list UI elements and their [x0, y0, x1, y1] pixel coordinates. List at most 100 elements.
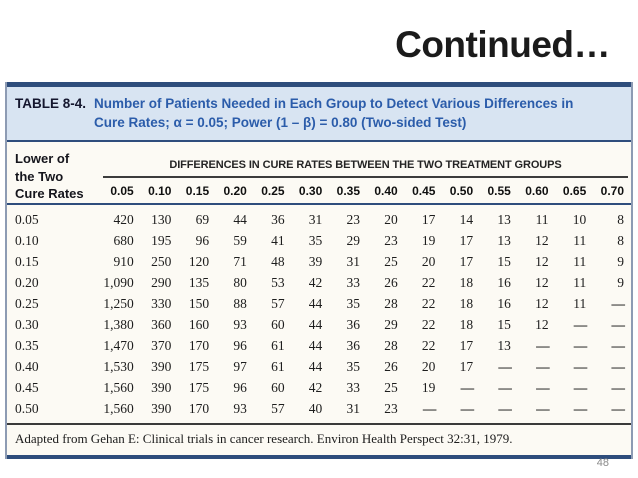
table-cell: —: [573, 401, 587, 417]
table-cell: 39: [308, 254, 323, 270]
table-cell: 53: [271, 275, 285, 291]
table-cell: 60: [271, 380, 285, 396]
table-cell: 19: [421, 380, 436, 396]
table-cell: —: [573, 359, 587, 375]
table-cell: 14: [459, 212, 474, 228]
column-header: 0.35: [336, 183, 360, 198]
table-cell: 96: [233, 380, 247, 396]
table-cell: 20: [421, 359, 436, 375]
table-cell: —: [536, 401, 549, 417]
table-cell: 17: [459, 359, 474, 375]
table-cell: 29: [346, 233, 361, 249]
table-cell: 1,380: [103, 317, 134, 333]
table-cell: 29: [384, 317, 398, 333]
table-row: 0.50 1,560 390 170 93 57 40 31 23 — — — — — —: [7, 399, 631, 420]
column-header: 0.55: [487, 183, 511, 198]
table-cell: 1,090: [103, 275, 134, 291]
table-cell: —: [498, 380, 511, 396]
table-cell: 1,470: [103, 338, 134, 354]
row-label: 0.10: [15, 233, 39, 249]
table-cell: —: [422, 401, 436, 417]
table-bottom-border: [7, 454, 631, 459]
table-cell: 31: [308, 212, 323, 228]
table-header-zone: Lower of the Two Cure Rates DIFFERENCES …: [7, 142, 631, 203]
column-header: 0.20: [223, 183, 247, 198]
table-cell: —: [536, 338, 549, 354]
table-cell: 31: [346, 254, 361, 270]
table-cell: 20: [421, 254, 436, 270]
table-cell: 22: [421, 338, 436, 354]
row-label: 0.50: [15, 401, 39, 417]
row-label: 0.45: [15, 380, 39, 396]
table-row: 0.30 1,380 360 160 93 60 44 36 29 22 18 15 12 — —: [7, 315, 631, 336]
table-cell: 18: [459, 317, 474, 333]
table-cell: 57: [271, 401, 285, 417]
table-cell: 135: [188, 275, 210, 291]
row-label: 0.05: [15, 212, 39, 228]
table-cell: 22: [421, 317, 436, 333]
table-cell: —: [611, 380, 625, 396]
table-cell: 23: [384, 401, 398, 417]
column-header: 0.05: [110, 183, 134, 198]
table-caption: TABLE 8-4. Number of Patients Needed in …: [7, 87, 631, 143]
table-cell: 17: [459, 338, 474, 354]
row-header-line-1: Lower of: [15, 151, 70, 167]
column-header: 0.10: [148, 183, 172, 198]
table-cell: —: [460, 380, 474, 396]
table-cell: —: [498, 359, 511, 375]
table-cell: 150: [188, 296, 210, 312]
table-cell: 330: [151, 296, 172, 312]
table-cell: 420: [113, 212, 134, 228]
table-cell: 10: [572, 212, 587, 228]
table-cell: —: [611, 296, 625, 312]
table-cell: 19: [421, 233, 436, 249]
table-cell: 40: [308, 401, 323, 417]
table-row: 0.10 680 195 96 59 41 35 29 23 19 17 13 12 11 8: [7, 231, 631, 252]
table-cell: 120: [188, 254, 210, 270]
table-cell: 23: [346, 212, 361, 228]
table-cell: —: [611, 338, 625, 354]
table-caption-text: Number of Patients Needed in Each Group …: [94, 94, 573, 132]
table-cell: 11: [573, 275, 587, 291]
table-cell: 61: [271, 338, 285, 354]
table-cell: 93: [233, 317, 247, 333]
table-cell: 28: [384, 296, 398, 312]
table-cell: 96: [195, 233, 210, 249]
table-cell: —: [573, 317, 587, 333]
table-cell: 175: [188, 359, 210, 375]
table-cell: 390: [151, 380, 172, 396]
table-cell: 1,250: [103, 296, 134, 312]
table-cell: 93: [233, 401, 247, 417]
table-cell: 44: [308, 317, 323, 333]
table-cell: —: [611, 317, 625, 333]
table-cell: 170: [188, 338, 210, 354]
row-header-line-3: Cure Rates: [15, 186, 84, 202]
table-cell: 15: [497, 317, 511, 333]
column-header: 0.45: [412, 183, 436, 198]
table-row: 0.20 1,090 290 135 80 53 42 33 26 22 18 16 12 11 9: [7, 273, 631, 294]
table-cell: —: [498, 401, 511, 417]
table-cell: 71: [233, 254, 247, 270]
table-cell: 22: [421, 275, 436, 291]
table-cell: 130: [151, 212, 172, 228]
table-cell: 680: [113, 233, 134, 249]
table-cell: 80: [233, 275, 247, 291]
table-cell: 35: [308, 233, 323, 249]
table-cell: 13: [497, 338, 511, 354]
table-cell: 390: [151, 359, 172, 375]
table-cell: 910: [113, 254, 134, 270]
table-cell: 8: [617, 233, 624, 249]
table-cell: 42: [308, 380, 323, 396]
table-cell: 44: [308, 296, 323, 312]
column-header: 0.65: [562, 183, 587, 198]
table-cell: 36: [271, 212, 285, 228]
table-cell: 69: [195, 212, 210, 228]
table-row: 0.35 1,470 370 170 96 61 44 36 28 22 17 13 — — —: [7, 336, 631, 357]
table-cell: —: [460, 401, 474, 417]
table-cell: 33: [346, 380, 361, 396]
table-top-border: [7, 82, 631, 87]
table-cell: 36: [346, 338, 361, 354]
table-cell: 13: [497, 233, 511, 249]
table-cell: 35: [346, 296, 361, 312]
table-cell: 175: [188, 380, 210, 396]
